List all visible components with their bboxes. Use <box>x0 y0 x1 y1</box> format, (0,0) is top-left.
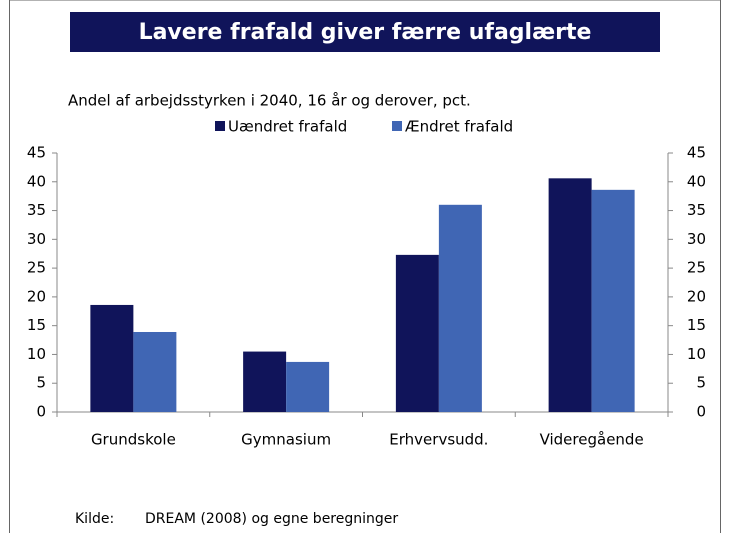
bar <box>286 361 330 412</box>
legend-label: Ændret frafald <box>405 118 513 136</box>
y-tick-label: 5 <box>36 374 46 392</box>
y-tick-label: 40 <box>27 172 46 190</box>
y-tick-label: 30 <box>27 230 46 248</box>
bar <box>591 189 635 412</box>
y2-tick-label: 25 <box>687 259 706 277</box>
y2-tick-label: 5 <box>696 374 706 392</box>
chart-title: Lavere frafald giver færre ufaglærte <box>139 20 592 45</box>
y2-tick-label: 45 <box>687 144 706 162</box>
bar <box>133 331 177 412</box>
y2-tick-label: 40 <box>687 172 706 190</box>
x-tick-label: Videregående <box>540 431 644 449</box>
y-tick-label: 45 <box>27 144 46 162</box>
legend-swatch <box>215 121 225 131</box>
source: DREAM (2008) og egne beregninger <box>145 511 398 527</box>
y-tick-label: 10 <box>27 345 46 363</box>
y-tick-label: 25 <box>27 259 46 277</box>
bar <box>243 351 287 412</box>
bar <box>395 254 439 412</box>
y-tick-label: 20 <box>27 287 46 305</box>
y-tick-label: 15 <box>27 316 46 334</box>
x-tick-label: Grundskole <box>91 431 176 449</box>
frame <box>9 0 721 533</box>
x-tick-label: Erhvervsudd. <box>389 431 488 449</box>
y-tick-label: 0 <box>36 403 46 421</box>
chart-subtitle: Andel af arbejdsstyrken i 2040, 16 år og… <box>68 92 471 110</box>
y2-tick-label: 35 <box>687 201 706 219</box>
y2-tick-label: 15 <box>687 316 706 334</box>
x-tick-label: Gymnasium <box>241 431 331 449</box>
y2-tick-label: 20 <box>687 287 706 305</box>
legend-label: Uændret frafald <box>228 118 347 136</box>
bar <box>90 304 134 412</box>
title-banner <box>70 12 660 52</box>
y-tick-label: 35 <box>27 201 46 219</box>
bar <box>438 204 482 412</box>
y2-tick-label: 10 <box>687 345 706 363</box>
source-label: Kilde: <box>75 511 114 527</box>
y2-tick-label: 0 <box>696 403 706 421</box>
bar <box>548 178 592 412</box>
y2-tick-label: 30 <box>687 230 706 248</box>
legend-swatch <box>392 121 402 131</box>
